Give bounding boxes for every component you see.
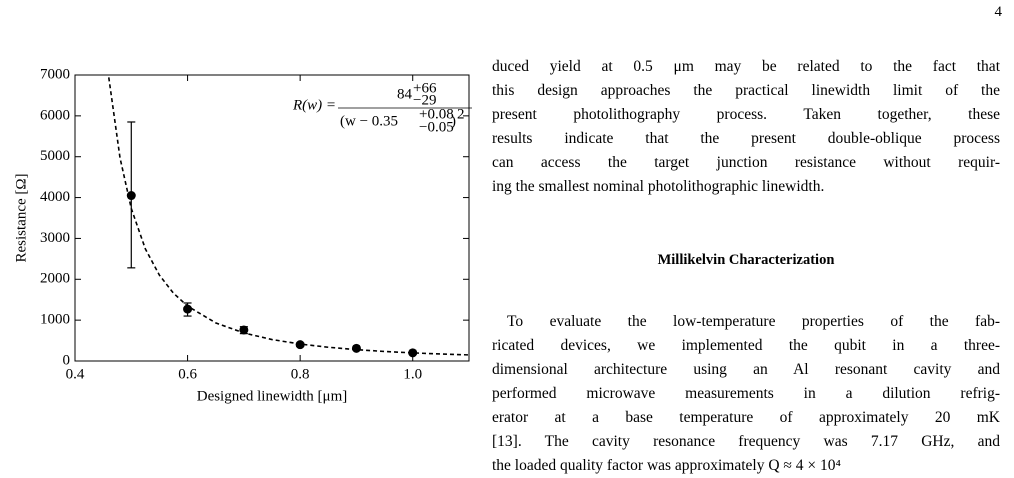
x-tick-label: 0.6 xyxy=(178,366,197,382)
y-tick-label: 2000 xyxy=(40,271,70,287)
text-line: can access the target junction resistanc… xyxy=(492,154,1000,171)
y-tick-label: 0 xyxy=(63,352,71,368)
y-tick-label: 4000 xyxy=(40,189,70,205)
y-axis-label: Resistance [Ω] xyxy=(13,173,29,262)
text-line: dimensional architecture using an Al res… xyxy=(492,361,1000,378)
formula-sup: +66 xyxy=(413,80,437,96)
section-heading: Millikelvin Characterization xyxy=(657,252,835,268)
text-line: [13]. The cavity resonance frequency was… xyxy=(492,433,1000,450)
y-tick-label: 7000 xyxy=(40,66,70,82)
y-tick-label: 1000 xyxy=(40,312,70,328)
text-line: ricated devices, we implemented the qubi… xyxy=(492,337,1000,354)
data-point xyxy=(183,304,193,314)
text-line: erator at a base temperature of approxim… xyxy=(492,409,1000,426)
x-tick-label: 0.8 xyxy=(291,366,310,382)
x-axis-label: Designed linewidth [μm] xyxy=(197,388,348,404)
data-point xyxy=(408,348,418,358)
y-tick-label: 5000 xyxy=(40,148,70,164)
formula-close: ) xyxy=(451,113,456,129)
formula-numerator: 84 xyxy=(397,86,413,102)
chart: 0 1000 2000 3000 4000 5000 6000 7000 0.4 0.6 0.8 1.… xyxy=(13,66,472,404)
text-line: duced yield at 0.5 μm may be related to … xyxy=(492,58,1000,75)
fit-curve xyxy=(107,77,470,356)
page-number: 4 xyxy=(994,4,1003,20)
text-line: this design approaches the practical lin… xyxy=(492,82,1000,99)
formula-sub: −0.05 xyxy=(419,119,454,135)
data-point xyxy=(351,343,361,353)
formula-power: 2 xyxy=(457,106,465,122)
formula-denominator: (w − 0.35 xyxy=(340,113,398,129)
text-line: To evaluate the low-temperature properti… xyxy=(507,313,1000,330)
y-tick-label: 6000 xyxy=(40,107,70,123)
formula-sub: −29 xyxy=(413,92,436,108)
data-point xyxy=(239,325,249,335)
x-tick-label: 1.0 xyxy=(403,366,422,382)
y-tick-label: 3000 xyxy=(40,230,70,246)
text-line: ing the smallest nominal photolithograph… xyxy=(492,178,825,195)
text-line: performed microwave measurements in a di… xyxy=(492,385,1000,402)
formula-sup: +0.08 xyxy=(419,106,454,122)
page: 4 0 1000 2000 3000 4000 5000 6000 7000 0.4 0.6 0.8… xyxy=(13,4,1003,474)
x-tick-label: 0.4 xyxy=(66,366,85,382)
plot-frame xyxy=(74,74,470,362)
text-line: present photolithography process. Taken … xyxy=(492,106,1000,123)
formula-lhs: R(w) = xyxy=(292,97,336,113)
text-line: results indicate that the present double… xyxy=(492,130,1000,147)
text-line: the loaded quality factor was approximat… xyxy=(492,457,841,474)
